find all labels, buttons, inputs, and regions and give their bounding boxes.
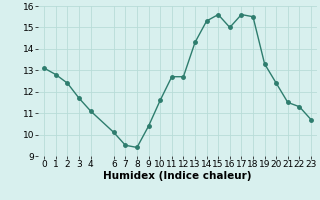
X-axis label: Humidex (Indice chaleur): Humidex (Indice chaleur): [103, 171, 252, 181]
